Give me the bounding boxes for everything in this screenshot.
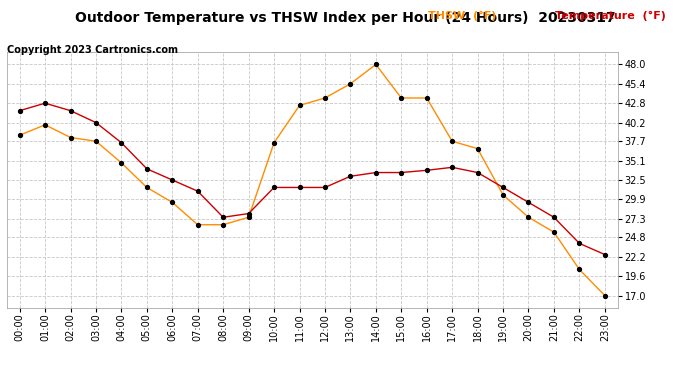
THSW  (°F) [270, 141, 278, 145]
Text: Outdoor Temperature vs THSW Index per Hour (24 Hours)  20230317: Outdoor Temperature vs THSW Index per Ho… [75, 11, 615, 25]
THSW  (°F) [499, 193, 507, 197]
Text: THSW  (°F): THSW (°F) [428, 11, 496, 21]
Line: THSW  (°F): THSW (°F) [18, 63, 607, 297]
THSW  (°F) [295, 103, 304, 108]
THSW  (°F) [168, 200, 177, 205]
Temperature  (°F) [219, 215, 227, 219]
Temperature  (°F) [143, 166, 151, 171]
THSW  (°F) [550, 230, 558, 234]
THSW  (°F) [143, 185, 151, 190]
THSW  (°F) [448, 139, 456, 144]
Temperature  (°F) [372, 170, 380, 175]
Text: Temperature  (°F): Temperature (°F) [555, 11, 667, 21]
Temperature  (°F) [15, 108, 23, 113]
THSW  (°F) [194, 222, 202, 227]
THSW  (°F) [575, 267, 584, 272]
Text: Copyright 2023 Cartronics.com: Copyright 2023 Cartronics.com [7, 45, 178, 55]
Temperature  (°F) [524, 200, 533, 205]
Temperature  (°F) [321, 185, 329, 190]
Temperature  (°F) [41, 101, 49, 105]
THSW  (°F) [372, 62, 380, 67]
Temperature  (°F) [194, 189, 202, 194]
Temperature  (°F) [473, 170, 482, 175]
Temperature  (°F) [270, 185, 278, 190]
Temperature  (°F) [168, 178, 177, 182]
THSW  (°F) [397, 96, 406, 100]
THSW  (°F) [92, 139, 100, 144]
Temperature  (°F) [499, 185, 507, 190]
Temperature  (°F) [448, 165, 456, 170]
Line: Temperature  (°F): Temperature (°F) [18, 101, 607, 256]
Temperature  (°F) [601, 252, 609, 257]
Temperature  (°F) [550, 215, 558, 219]
Temperature  (°F) [575, 241, 584, 246]
Temperature  (°F) [117, 141, 126, 145]
THSW  (°F) [524, 215, 533, 219]
THSW  (°F) [66, 135, 75, 140]
THSW  (°F) [601, 293, 609, 298]
THSW  (°F) [473, 146, 482, 151]
THSW  (°F) [15, 133, 23, 138]
Temperature  (°F) [295, 185, 304, 190]
Temperature  (°F) [422, 168, 431, 172]
THSW  (°F) [244, 215, 253, 219]
Temperature  (°F) [66, 108, 75, 113]
THSW  (°F) [321, 96, 329, 100]
THSW  (°F) [219, 222, 227, 227]
THSW  (°F) [41, 123, 49, 127]
Temperature  (°F) [346, 174, 355, 178]
THSW  (°F) [117, 160, 126, 165]
THSW  (°F) [346, 82, 355, 86]
Temperature  (°F) [397, 170, 406, 175]
Temperature  (°F) [92, 120, 100, 125]
THSW  (°F) [422, 96, 431, 100]
Temperature  (°F) [244, 211, 253, 216]
